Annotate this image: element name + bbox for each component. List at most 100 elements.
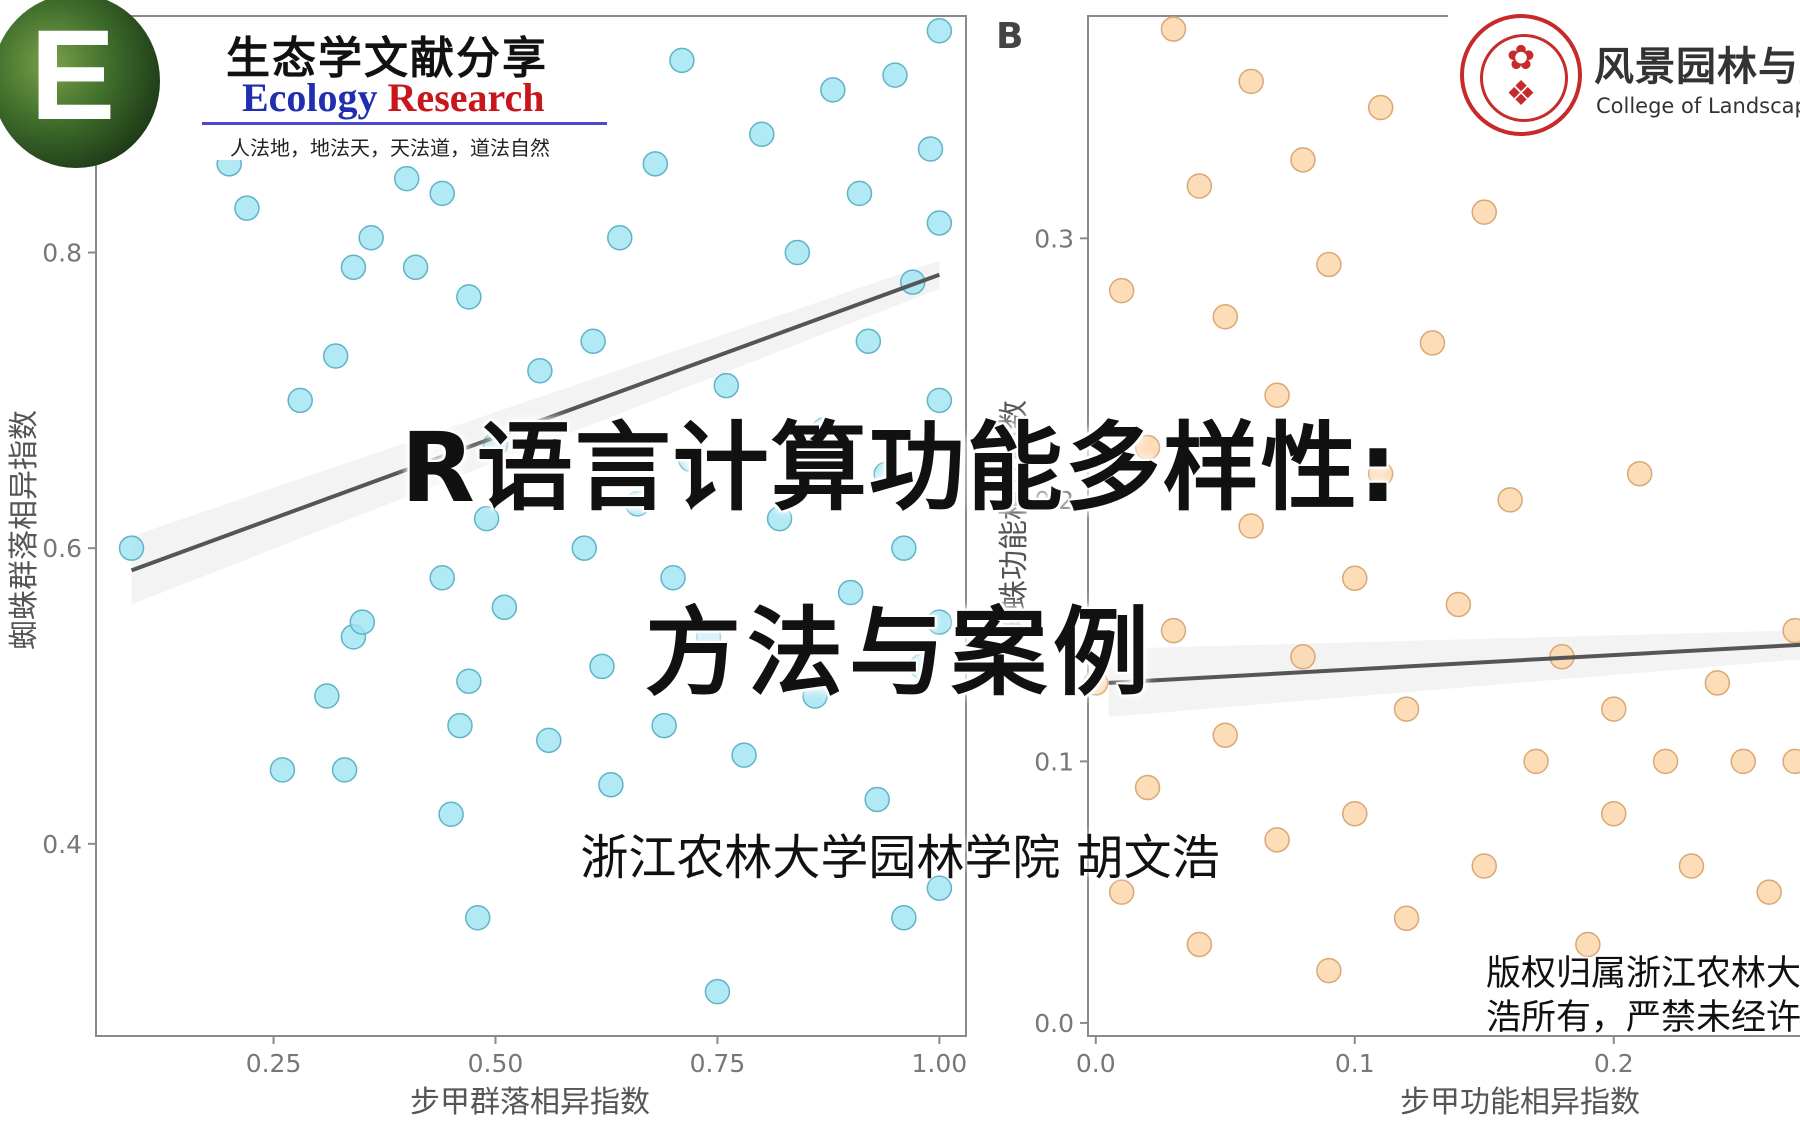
panel-a-point xyxy=(695,624,722,650)
panel-b-point xyxy=(1238,68,1264,95)
panel-b-trend-line xyxy=(1108,642,1800,685)
panel-a-point xyxy=(598,771,624,798)
panel-b-point xyxy=(1601,800,1627,827)
panel-a-point xyxy=(447,712,473,739)
panel-a-x-tick-label: 0.50 xyxy=(468,1049,524,1078)
panel-b-point xyxy=(1108,879,1135,905)
panel-b-point xyxy=(1782,617,1800,644)
panel-b-point xyxy=(1316,957,1342,984)
panel-a-x-tick-label: 0.75 xyxy=(690,1049,746,1078)
panel-b-y-tick-label: 0.2 xyxy=(1034,486,1074,515)
panel-b-point xyxy=(1393,905,1420,932)
panel-a-point xyxy=(464,904,491,931)
panel-b-tag: B xyxy=(996,16,1023,57)
panel-b-point xyxy=(1238,513,1264,539)
panel-a-y-axis-title: 蜘蛛群落相异指数 xyxy=(7,410,42,650)
panel-b-point xyxy=(1419,330,1446,356)
panel-b-x-axis-title: 步甲功能相异指数 xyxy=(1400,1085,1640,1120)
panel-a-point xyxy=(314,683,340,709)
panel-a-y-tick-label: 0.8 xyxy=(42,239,82,268)
author-credit: 浙江农林大学园林学院 胡文浩 xyxy=(580,830,1220,886)
brand-divider xyxy=(202,122,607,125)
panel-a-point xyxy=(402,254,429,281)
panel-b-point xyxy=(1678,853,1705,879)
panel-a-point xyxy=(473,505,500,532)
panel-a-point xyxy=(802,683,828,709)
panel-b-x-tick-label: 0.2 xyxy=(1594,1049,1634,1078)
panel-b-point xyxy=(1342,800,1368,827)
brand-name-en-part1: Ecology xyxy=(242,75,378,120)
panel-a-point xyxy=(926,387,953,414)
copyright-notice: 版权归属浙江农林大 浩所有，严禁未经许 xyxy=(1486,952,1800,1048)
panel-b-point xyxy=(1134,774,1161,801)
panel-a-point xyxy=(456,284,482,310)
panel-b-point xyxy=(1083,670,1109,696)
panel-b-y-tick-label: 0.3 xyxy=(1034,224,1074,253)
panel-a-point xyxy=(456,668,482,694)
panel-b-point xyxy=(1134,434,1161,461)
panel-a-point xyxy=(322,343,349,369)
panel-a-point xyxy=(891,904,917,931)
panel-b-point xyxy=(1730,748,1757,775)
panel-a-point xyxy=(624,491,651,517)
panel-b-point xyxy=(1316,251,1342,278)
panel-b-point xyxy=(1264,827,1290,853)
panel-b-point xyxy=(1212,722,1239,748)
panel-b-point xyxy=(1108,277,1135,304)
panel-a-x-axis-title: 步甲群落相异指数 xyxy=(410,1085,650,1120)
panel-a-point xyxy=(580,328,606,354)
brand-name-en-part2: Research xyxy=(387,75,545,120)
brand-header-background xyxy=(200,20,610,160)
panel-a-point xyxy=(820,77,846,103)
panel-a-point xyxy=(438,801,464,828)
copyright-line2: 浩所有，严禁未经许 xyxy=(1486,998,1800,1038)
panel-a-chart: 0.25 0.50 0.75 1.00 0.4 0.6 0.8 步甲群落相异指数 蜘蛛群落… xyxy=(7,15,967,1120)
panel-b-chart: B 0.0 0.1 0.2 0.0 0.1 0.2 0.3 步甲功能相异指数 蜘蛛功能相异… xyxy=(996,15,1800,1120)
panel-b-point xyxy=(1704,670,1731,696)
panel-b-point xyxy=(1186,931,1213,958)
panel-b-y-axis-title: 蜘蛛功能相异指数 xyxy=(997,400,1032,640)
panel-b-points xyxy=(1083,16,1800,984)
panel-b-point xyxy=(1497,487,1523,513)
panel-a-point xyxy=(926,18,953,44)
panel-a-point xyxy=(704,978,731,1005)
panel-a-point xyxy=(811,417,837,443)
panel-b-point xyxy=(1471,199,1498,225)
panel-a-point xyxy=(713,372,740,399)
panel-a-point xyxy=(678,446,704,473)
brand-badge-letter: E xyxy=(30,4,116,147)
panel-a-trend-line xyxy=(130,272,941,573)
panel-b-y-tick-label: 0.1 xyxy=(1034,747,1074,776)
panel-a-point xyxy=(766,505,793,532)
panel-a-point xyxy=(234,195,260,221)
panel-b-point xyxy=(1342,565,1368,592)
brand-motto: 人法地，地法天，天法道，道法自然 xyxy=(230,136,550,160)
panel-b-x-tick-label: 0.1 xyxy=(1335,1049,1375,1078)
panel-b-point xyxy=(1782,748,1800,775)
college-name-en: College of Landscape xyxy=(1596,94,1800,118)
panel-b-point xyxy=(1367,94,1394,121)
panel-a-point xyxy=(393,165,420,192)
panel-b-y-tick-label: 0.0 xyxy=(1034,1009,1074,1038)
panel-b-x-tick-label: 0.0 xyxy=(1076,1049,1116,1078)
panel-a-point xyxy=(651,712,677,739)
panel-a-point xyxy=(571,535,598,561)
panel-a-y-ticks: 0.4 0.6 0.8 xyxy=(42,239,96,859)
panel-a-point xyxy=(331,757,358,783)
panel-b-ci-band xyxy=(1108,630,1800,717)
college-seal-icon: ✿ ❖ xyxy=(1460,14,1582,136)
panel-a-point xyxy=(749,121,775,148)
panel-b-y-ticks: 0.0 0.1 0.2 0.3 xyxy=(1034,224,1088,1038)
panel-b-point xyxy=(1290,147,1316,173)
panel-a-point xyxy=(340,254,367,281)
panel-b-point xyxy=(1160,617,1187,644)
panel-a-point xyxy=(837,579,864,606)
panel-a-point xyxy=(660,564,686,591)
video-title-line1: R语言计算功能多样性: xyxy=(400,412,1400,524)
brand-name-cn: 生态学文献分享 xyxy=(226,33,548,84)
panel-a-y-tick-label: 0.4 xyxy=(42,830,82,859)
panel-b-x-ticks: 0.0 0.1 0.2 xyxy=(1076,1036,1634,1078)
panel-a-point xyxy=(642,151,669,177)
panel-b-point xyxy=(1212,304,1239,330)
panel-a-point xyxy=(527,358,553,384)
